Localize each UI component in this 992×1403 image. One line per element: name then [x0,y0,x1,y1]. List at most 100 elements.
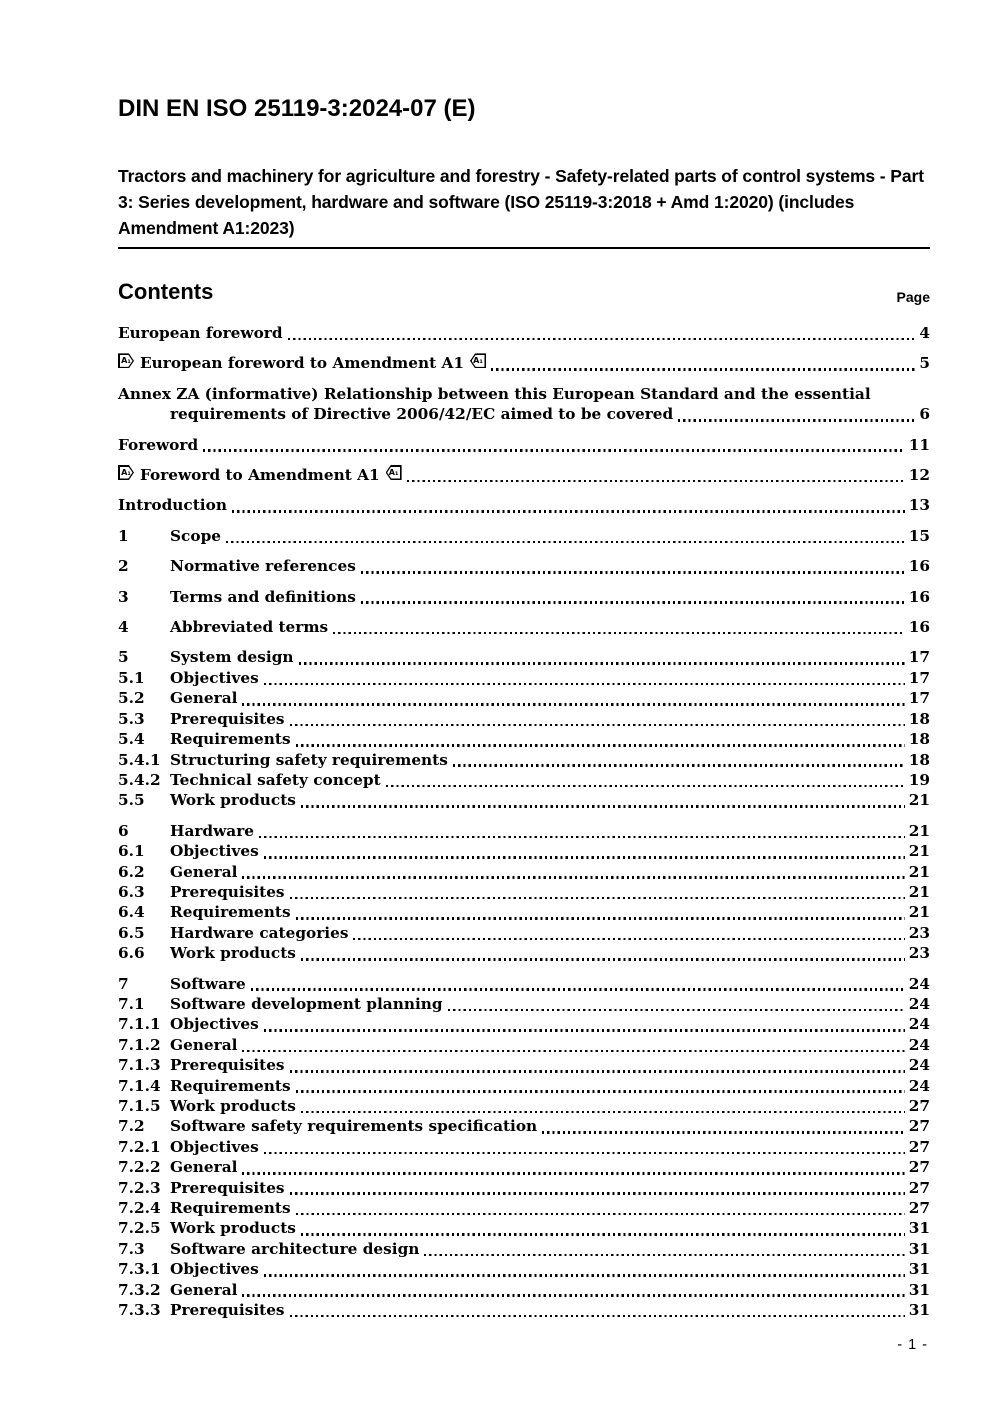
toc-entry[interactable]: 5.4 Requirements 18 [118,729,930,749]
toc-entry-page: 17 [908,648,930,667]
toc-entry[interactable]: 7.3.2 General 31 [118,1280,930,1300]
dot-leader [300,957,905,961]
toc-entry-number: 7.1.3 [118,1056,161,1075]
toc-entry-number: 1 [118,526,129,545]
amendment-a1-close-marker: A₁ [385,465,402,481]
toc-entry[interactable]: 6.2 General 21 [118,862,930,882]
toc-entry[interactable]: 7.2.5 Work products 31 [118,1218,930,1238]
toc-entry[interactable]: 5.3 Prerequisites 18 [118,709,930,729]
dot-leader [263,682,905,686]
toc-entry[interactable]: 7 Software 24 [118,974,930,994]
toc-entry-number: 6.4 [118,903,145,922]
toc-entry-label: Objectives [170,1015,259,1034]
toc-entry-label: Structuring safety requirements [170,750,448,769]
toc-entry[interactable]: 6.4 Requirements 21 [118,902,930,922]
toc-entry[interactable]: 5.4.2 Technical safety concept 19 [118,770,930,790]
toc-entry[interactable]: 6.5 Hardware categories 23 [118,923,930,943]
dot-leader [289,1314,905,1318]
toc-entry-number: 7.1.1 [118,1015,161,1034]
toc-entry-label: Software [170,974,246,993]
dot-leader [298,662,905,665]
dot-leader [289,1192,905,1196]
toc-entry-number: 7.1.2 [118,1035,161,1054]
toc-entry[interactable]: European foreword 4 [118,323,930,343]
toc-entry-number: 7.1.4 [118,1076,161,1095]
toc-entry[interactable]: 4 Abbreviated terms 16 [118,617,930,637]
dot-leader [289,723,905,727]
toc-entry-label: Prerequisites [170,1056,285,1075]
toc-entry-label: Software architecture design [170,1239,420,1258]
toc-entry-page: 6 [919,405,930,424]
dot-leader [353,937,905,941]
toc-entry-label: Requirements [170,730,291,749]
toc-entry-number: 5.2 [118,689,145,708]
toc-entry[interactable]: 7.1.3 Prerequisites 24 [118,1055,930,1075]
toc-entry-page: 16 [908,557,930,576]
toc-entry[interactable]: 7.2.2 General 27 [118,1157,930,1177]
toc-entry-label: Work products [170,944,296,963]
toc-entry-label: Requirements [170,903,291,922]
toc-entry[interactable]: 6.6 Work products 23 [118,943,930,963]
dot-leader [203,449,905,453]
toc-entry[interactable]: 7.1.5 Work products 27 [118,1096,930,1116]
toc-entry[interactable]: 5.2 General 17 [118,688,930,708]
toc-entry-label: Hardware [170,821,254,840]
toc-entry[interactable]: 7.1.1 Objectives 24 [118,1014,930,1034]
toc-entry-page: 27 [908,1158,930,1177]
dot-leader [242,1049,905,1053]
toc-entry[interactable]: 7.1 Software development planning 24 [118,994,930,1014]
toc-entry[interactable]: 6.1 Objectives 21 [118,841,930,861]
toc-entry-page: 23 [908,944,930,963]
toc-entry[interactable]: 7.1.4 Requirements 24 [118,1076,930,1096]
toc-entry-label: Prerequisites [170,1178,285,1197]
toc-entry-number: 7.3.1 [118,1260,161,1279]
toc-entry-label: Foreword to Amendment A1 [140,466,380,485]
toc-entry[interactable]: 5.4.1 Structuring safety requirements 18 [118,750,930,770]
toc-entry[interactable]: 7.1.2 General 24 [118,1035,930,1055]
toc-entry[interactable]: Annex ZA (informative) Relationship betw… [118,384,930,404]
toc-entry[interactable]: A₁ Foreword to Amendment A1 A₁ 12 [118,465,930,485]
toc-entry-number: 7.1.5 [118,1097,161,1115]
toc-entry[interactable]: 5.1 Objectives 17 [118,668,930,688]
toc-entry[interactable]: 7.2.4 Requirements 27 [118,1198,930,1218]
dot-leader [300,805,905,808]
toc-entry[interactable]: 5 System design 17 [118,647,930,667]
toc-entry-continuation[interactable]: requirements of Directive 2006/42/EC aim… [118,404,930,424]
toc-entry[interactable]: 2 Normative references 16 [118,556,930,576]
toc-entry[interactable]: 6.3 Prerequisites 21 [118,882,930,902]
toc-entry[interactable]: 7.2.1 Objectives 27 [118,1137,930,1157]
toc-entry-number: 2 [118,557,129,576]
footer-page-number: - 1 - [897,1337,928,1353]
toc-entry-number: 5.3 [118,709,145,728]
toc-entry[interactable]: 1 Scope 15 [118,526,930,546]
toc-entry[interactable]: 7.3 Software architecture design 31 [118,1239,930,1259]
toc-entry[interactable]: A₁ European foreword to Amendment A1 A₁ 5 [118,353,930,373]
dot-leader [259,835,905,839]
toc-entry-page: 21 [908,903,930,922]
toc-entry-number: 6 [118,821,129,840]
toc-entry-page: 19 [908,770,930,789]
toc-entry-page: 5 [919,354,930,373]
toc-entry[interactable]: Foreword 11 [118,435,930,455]
toc-entry[interactable]: 5.5 Work products 21 [118,790,930,810]
toc-entry[interactable]: 6 Hardware 21 [118,821,930,841]
dot-leader [263,1029,905,1032]
toc-entry-number: 6.5 [118,923,145,942]
toc-entry-label: Work products [170,1097,296,1115]
toc-entry-page: 21 [908,862,930,881]
toc-entry-page: 31 [908,1280,930,1299]
dot-leader [300,1233,905,1236]
toc-entry[interactable]: 7.3.3 Prerequisites 31 [118,1300,930,1320]
toc-entry[interactable]: 7.3.1 Objectives 31 [118,1259,930,1279]
toc-entry[interactable]: 3 Terms and definitions 16 [118,587,930,607]
toc-entry[interactable]: Introduction 13 [118,495,930,515]
toc-entry[interactable]: 7.2 Software safety requirements specific… [118,1116,930,1136]
toc-entry[interactable]: 7.2.3 Prerequisites 27 [118,1178,930,1198]
toc-entry-label: General [170,1280,238,1299]
toc-entry-label: Requirements [170,1199,291,1218]
toc-entry-page: 27 [908,1199,930,1218]
dot-leader [385,784,905,788]
dot-leader [242,1294,905,1298]
contents-heading: Contents [118,279,214,304]
